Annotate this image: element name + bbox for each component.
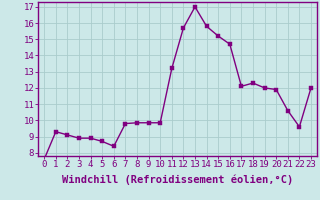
X-axis label: Windchill (Refroidissement éolien,°C): Windchill (Refroidissement éolien,°C): [62, 175, 293, 185]
